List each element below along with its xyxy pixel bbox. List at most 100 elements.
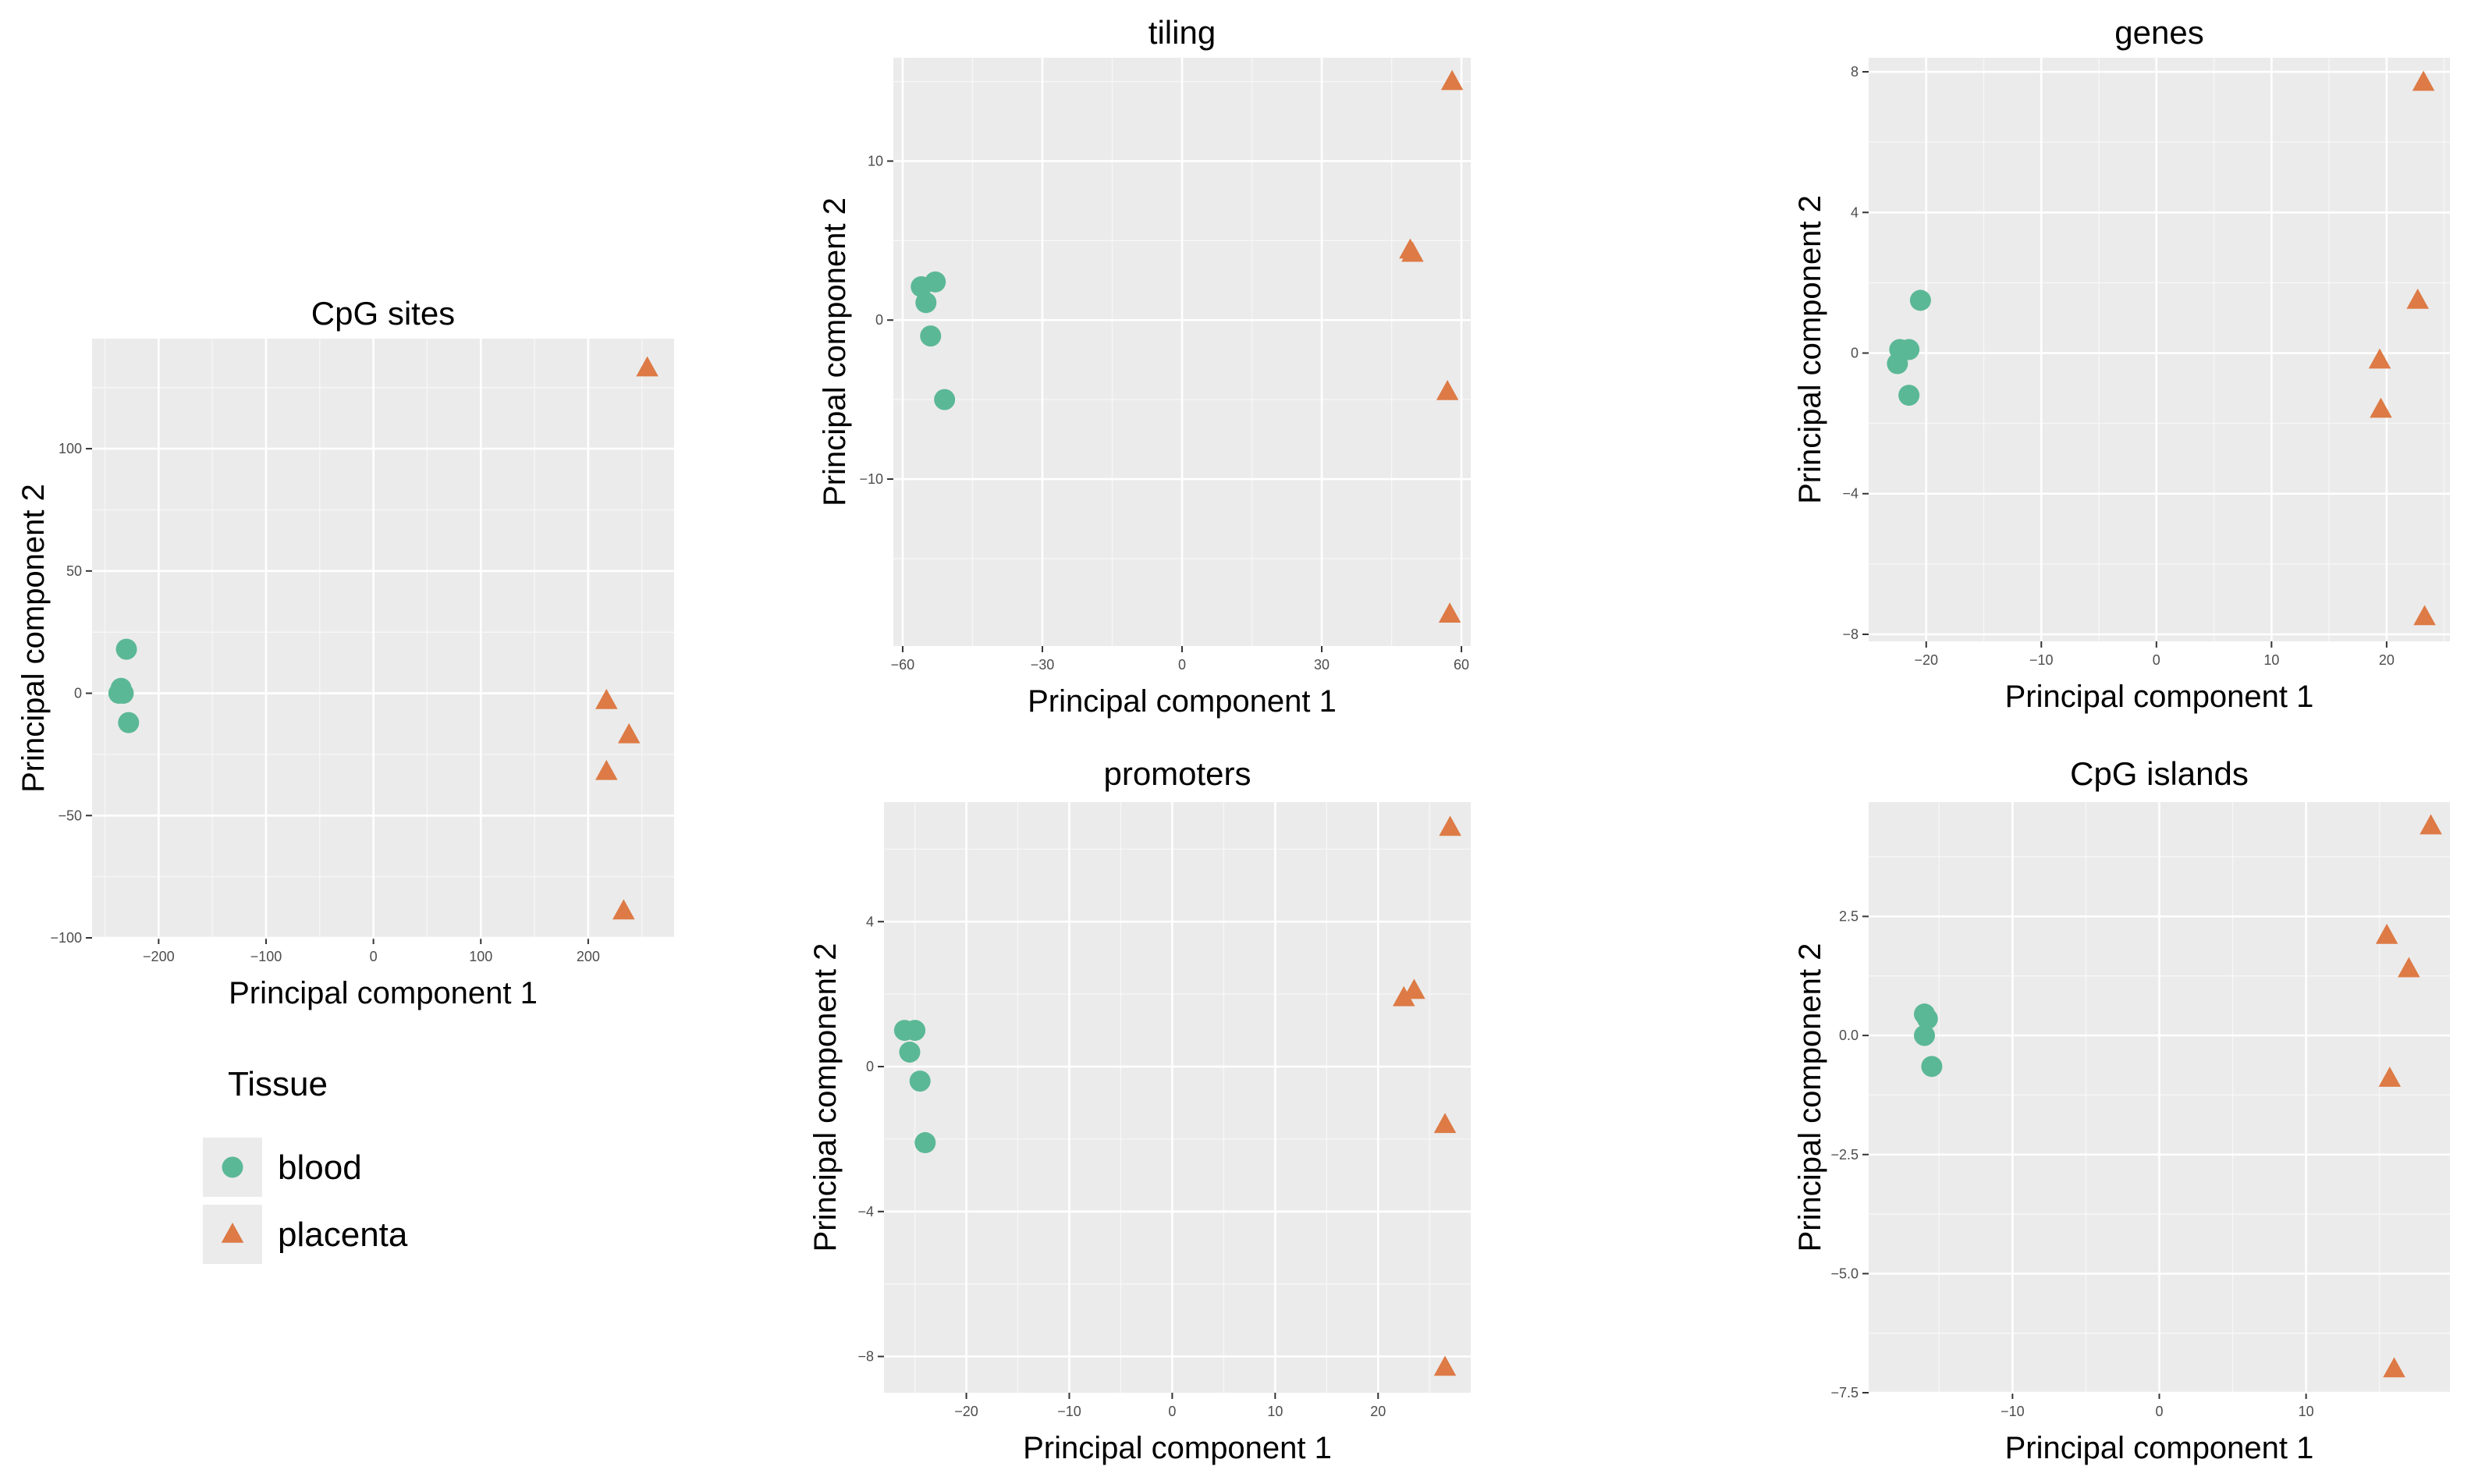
- x-tick-label: 20: [1370, 1404, 1386, 1419]
- legend: Tissue blood placenta: [203, 1065, 408, 1264]
- y-tick-label: 0.0: [1839, 1028, 1859, 1043]
- y-tick-label: −4: [857, 1204, 874, 1220]
- data-point-blood: [1921, 1056, 1943, 1077]
- panel-title: promoters: [1103, 755, 1251, 792]
- x-tick-label: 30: [1314, 657, 1330, 673]
- data-point-blood: [914, 1132, 936, 1154]
- data-point-placenta: [1436, 379, 1459, 400]
- data-point-placenta: [617, 722, 641, 744]
- data-point-placenta: [2375, 923, 2398, 944]
- y-tick-label: −4: [1842, 486, 1859, 502]
- data-point-placenta: [2406, 288, 2429, 309]
- legend-label-blood: blood: [278, 1149, 362, 1187]
- x-tick-label: 0: [2153, 652, 2160, 668]
- y-tick-label: 4: [1851, 204, 1859, 220]
- legend-title: Tissue: [228, 1065, 328, 1103]
- data-point-placenta: [595, 759, 618, 780]
- x-axis-title: Principal component 1: [1023, 1431, 1332, 1465]
- data-point-blood: [1898, 339, 1920, 360]
- x-tick-label: 10: [2263, 652, 2279, 668]
- y-tick-label: 0: [1851, 346, 1859, 361]
- data-point-blood: [899, 1041, 921, 1063]
- y-tick-label: 100: [59, 441, 82, 456]
- x-tick-label: −10: [1057, 1404, 1081, 1419]
- y-tick-label: −50: [58, 808, 82, 823]
- panel-title: genes: [2114, 14, 2203, 51]
- x-tick-label: −10: [2029, 652, 2054, 668]
- y-tick-label: 2.5: [1839, 909, 1859, 925]
- x-tick-label: 10: [2299, 1404, 2314, 1419]
- x-tick-label: 0: [1168, 1404, 1176, 1419]
- data-point-blood: [1916, 1008, 1938, 1030]
- panel-4: −10 0 10 −7.5 −5.0 −2.5 0.0 2.5 CpG islands Princ…: [1793, 755, 2450, 1465]
- y-axis-title: Principal component 2: [1793, 943, 1827, 1252]
- x-axis-title: Principal component 1: [2005, 680, 2314, 714]
- x-axis-title: Principal component 1: [2005, 1431, 2314, 1465]
- panel-3: −20 −10 0 10 20 −8 −4 0 4 promoters Principal comp…: [808, 755, 1471, 1465]
- panel-2: −20 −10 0 10 20 −8 −4 0 4 8 genes Principal compone…: [1793, 14, 2450, 714]
- data-point-placenta: [595, 688, 618, 709]
- legend-symbol-blood: [222, 1156, 243, 1178]
- data-point-blood: [904, 1020, 926, 1042]
- y-tick-label: −5.0: [1830, 1266, 1859, 1281]
- x-tick-label: 20: [2379, 652, 2395, 668]
- data-point-placenta: [1403, 978, 1425, 999]
- x-tick-label: −20: [954, 1404, 978, 1419]
- y-tick-label: 10: [868, 153, 883, 169]
- x-tick-label: −200: [143, 949, 175, 964]
- y-tick-label: 50: [66, 563, 82, 579]
- y-tick-label: 0: [74, 686, 82, 701]
- data-point-placenta: [636, 356, 659, 377]
- y-tick-label: −10: [859, 471, 883, 487]
- x-tick-label: 0: [2155, 1404, 2163, 1419]
- y-axis-title: Principal component 2: [1793, 195, 1827, 504]
- x-tick-label: −100: [250, 949, 282, 964]
- data-point-placenta: [1433, 1113, 1457, 1134]
- data-point-blood: [920, 325, 942, 347]
- plot-background: [92, 339, 674, 938]
- y-tick-label: 0: [866, 1059, 874, 1074]
- y-axis-title: Principal component 2: [16, 484, 51, 793]
- data-point-blood: [925, 271, 946, 293]
- data-point-placenta: [2368, 348, 2391, 369]
- x-tick-label: 10: [1267, 1404, 1283, 1419]
- x-tick-label: 0: [370, 949, 378, 964]
- data-point-blood: [115, 638, 137, 660]
- data-point-placenta: [612, 899, 635, 920]
- data-point-placenta: [2412, 70, 2435, 91]
- data-point-blood: [118, 712, 140, 733]
- plot-background: [884, 802, 1471, 1393]
- data-point-blood: [915, 292, 937, 314]
- data-point-blood: [909, 1070, 931, 1092]
- x-tick-label: 0: [1178, 657, 1186, 673]
- y-tick-label: −2.5: [1830, 1147, 1859, 1163]
- data-point-placenta: [1401, 241, 1424, 262]
- x-axis-title: Principal component 1: [1028, 684, 1337, 719]
- panel-title: CpG sites: [311, 295, 455, 332]
- y-tick-label: 0: [875, 312, 883, 328]
- data-point-blood: [934, 389, 956, 410]
- data-point-placenta: [2383, 1357, 2405, 1378]
- data-point-placenta: [2370, 397, 2392, 418]
- x-tick-label: 60: [1454, 657, 1469, 673]
- data-point-placenta: [2378, 1067, 2402, 1087]
- y-tick-label: 8: [1851, 64, 1859, 80]
- legend-symbol-placenta: [221, 1223, 244, 1243]
- y-tick-label: −8: [1842, 627, 1859, 642]
- data-point-placenta: [2398, 957, 2420, 978]
- panel-1: −60 −30 0 30 60 −10 0 10 tiling Principal compone…: [818, 14, 1471, 719]
- x-tick-label: −30: [1031, 657, 1055, 673]
- x-tick-label: −60: [891, 657, 915, 673]
- y-axis-title: Principal component 2: [808, 943, 843, 1252]
- legend-label-placenta: placenta: [278, 1216, 408, 1254]
- x-axis-title: Principal component 1: [229, 976, 538, 1010]
- data-point-blood: [112, 683, 134, 705]
- y-tick-label: 4: [866, 914, 874, 929]
- x-tick-label: −20: [1914, 652, 1938, 668]
- panel-title: tiling: [1149, 14, 1216, 51]
- data-point-placenta: [1439, 815, 1461, 836]
- x-tick-label: −10: [2001, 1404, 2025, 1419]
- y-axis-title: Principal component 2: [818, 197, 852, 506]
- data-point-blood: [1913, 1024, 1935, 1046]
